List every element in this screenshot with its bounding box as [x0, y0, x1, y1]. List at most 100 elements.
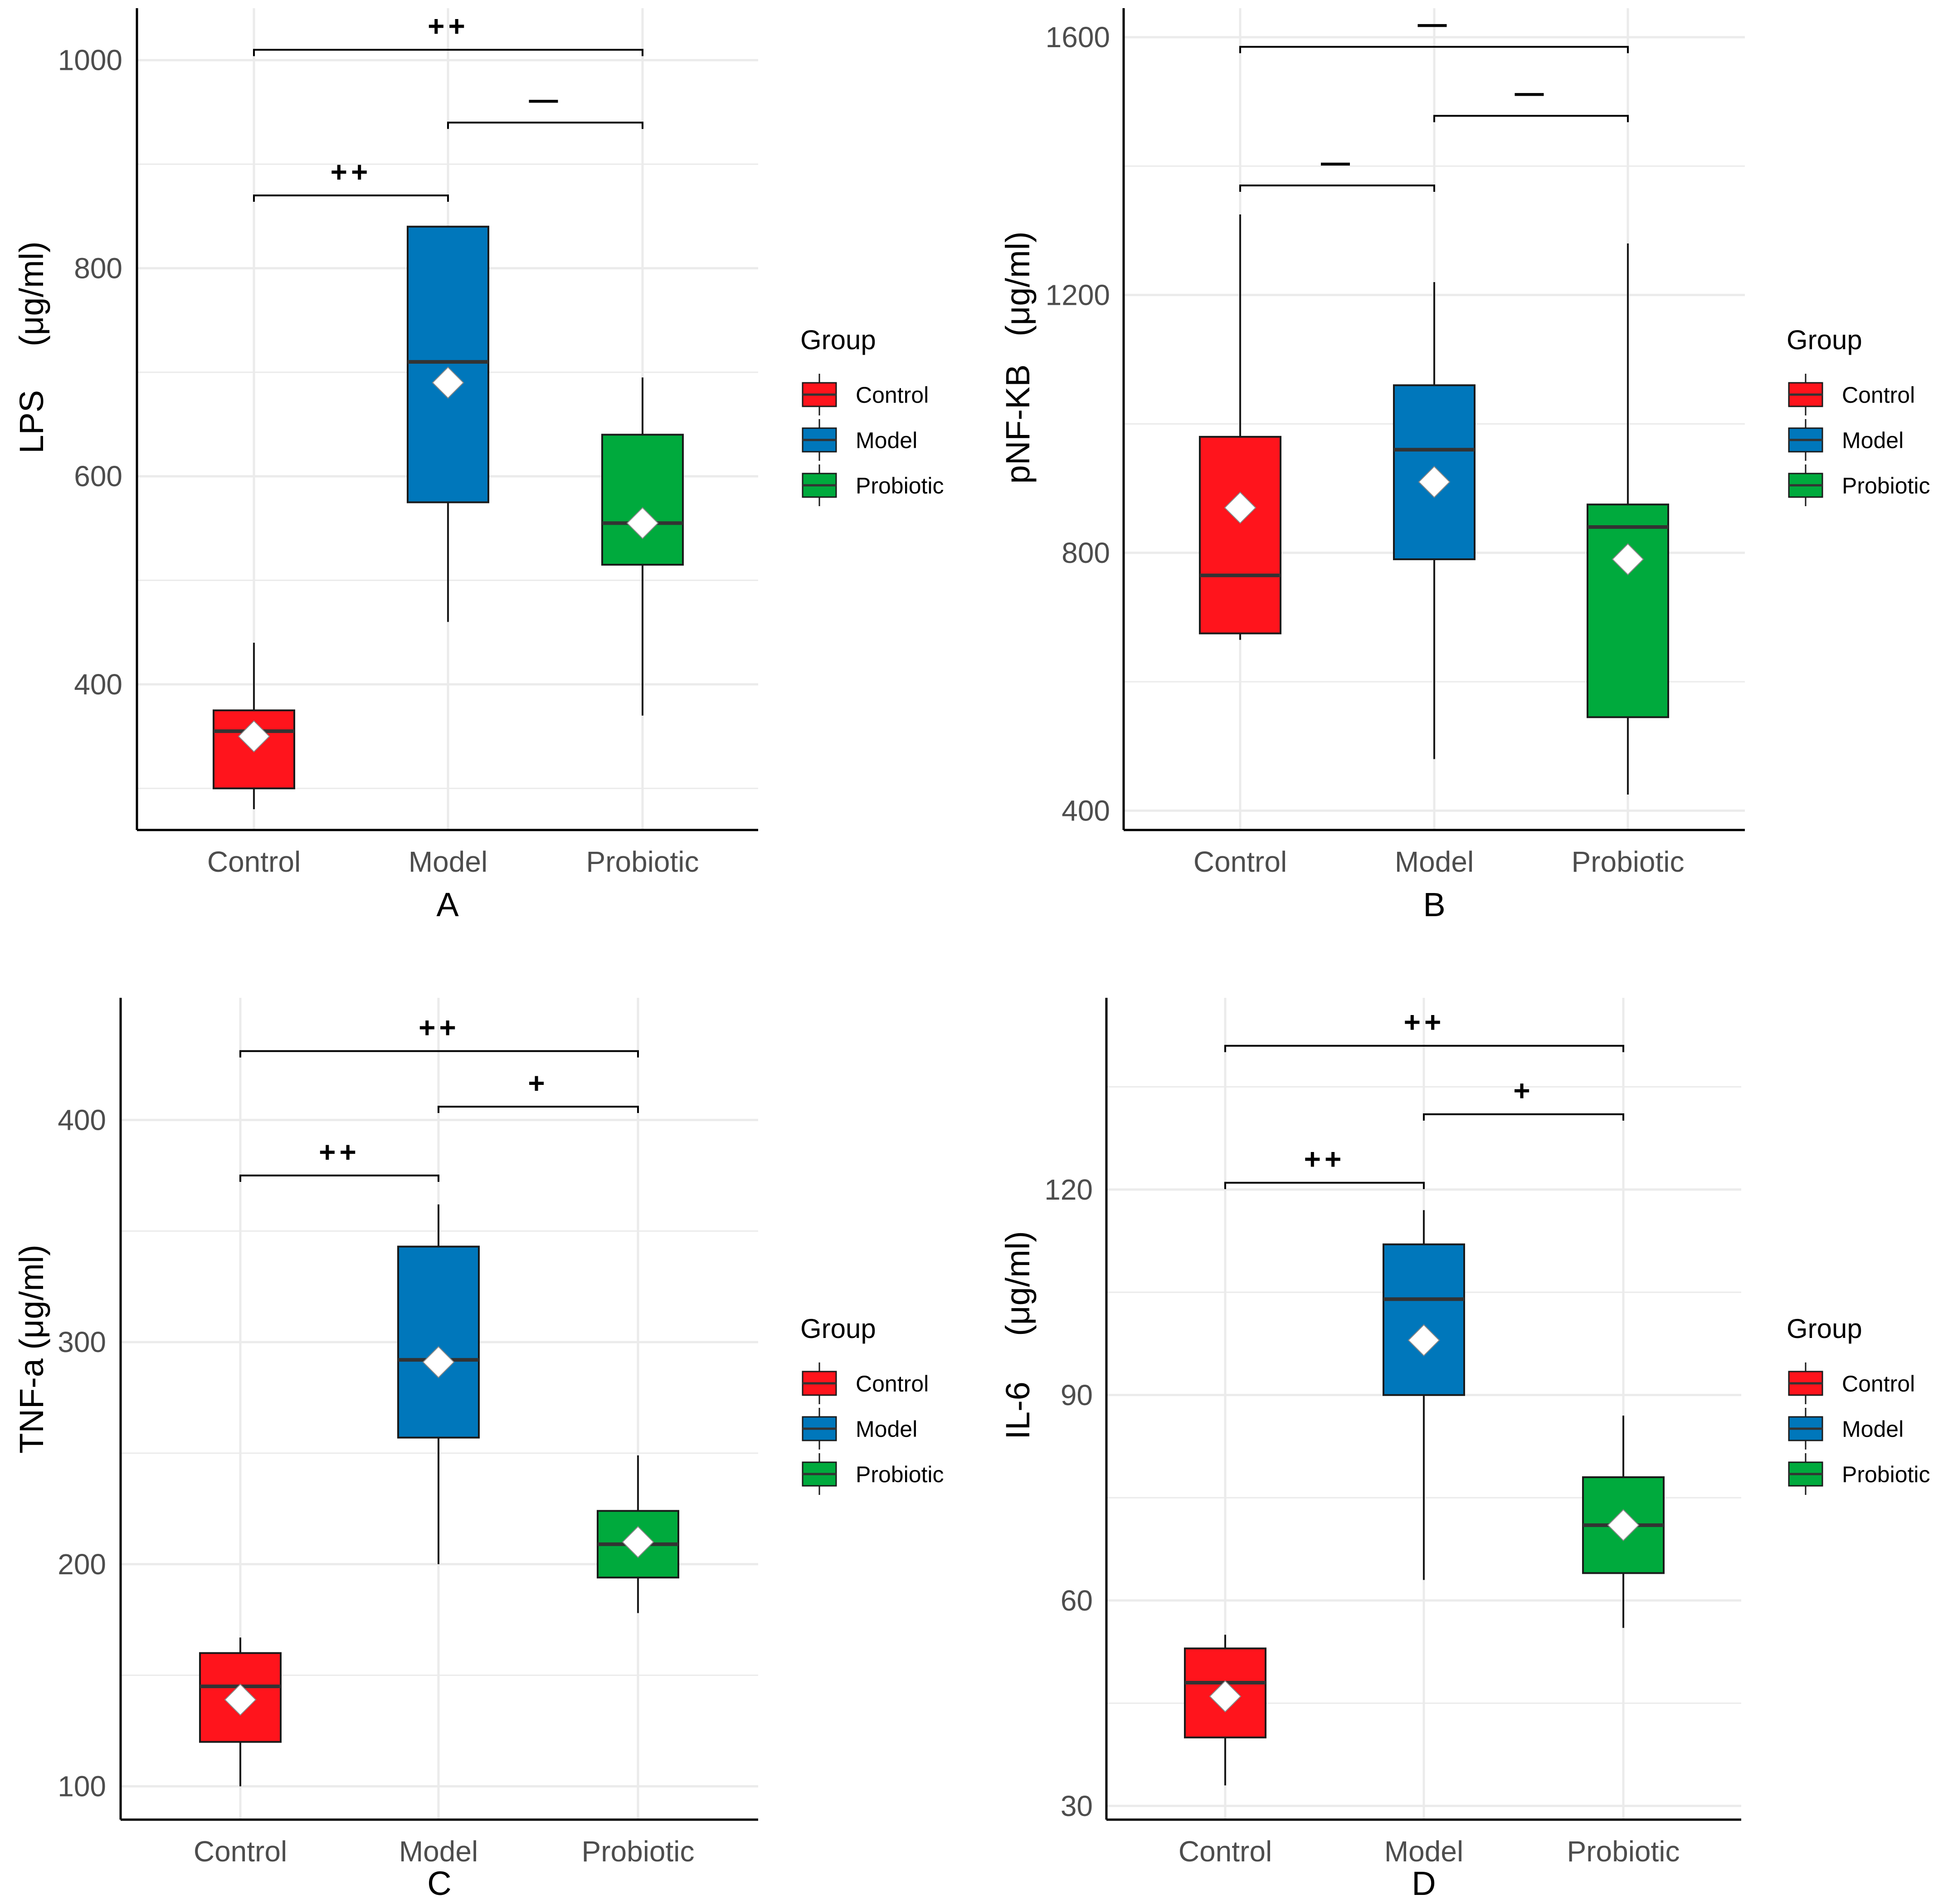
legend-title: Group	[1787, 1313, 1862, 1344]
box-body	[1587, 503, 1669, 718]
legend-item-control: Control	[802, 374, 929, 415]
bracket-line	[1433, 115, 1629, 122]
bracket-line	[1224, 1181, 1425, 1189]
legend-item-model: Model	[1788, 419, 1904, 461]
significance-label: ++	[419, 1011, 460, 1044]
y-tick-label: 120	[1044, 1173, 1093, 1206]
significance-bracket: ++	[253, 10, 643, 56]
y-axis-unit: (μg/ml)	[13, 241, 50, 347]
box-control	[213, 643, 295, 810]
panel-label: D	[1412, 1865, 1436, 1902]
box-probiotic	[1587, 243, 1669, 795]
legend-label: Control	[856, 382, 929, 408]
legend-item-probiotic: Probiotic	[1788, 1453, 1930, 1495]
mean-marker	[224, 1684, 257, 1716]
panel-a: 400 600 800 1000 Control Model Probiotic LPS (μg…	[13, 8, 944, 923]
bracket-line	[253, 194, 449, 202]
significance-label: ++	[319, 1136, 360, 1168]
box-probiotic	[1582, 1416, 1665, 1628]
mean-marker	[238, 720, 270, 752]
bracket-line	[253, 49, 643, 56]
significance-bracket: +	[1423, 1074, 1624, 1121]
significance-bracket: ++	[253, 156, 449, 202]
panel-label: A	[436, 886, 459, 923]
y-axis-label: IL-6	[999, 1382, 1037, 1440]
y-axis-unit: (μg/ml)	[13, 1245, 50, 1350]
significance-label: —	[1321, 146, 1354, 178]
x-tick-label: Probiotic	[586, 845, 699, 878]
legend: Group Control Model Probiotic	[1787, 325, 1930, 506]
panel-b: 400 800 1200 1600 Control Model Probiotic pNF-K…	[999, 7, 1930, 923]
bracket-line	[239, 1050, 639, 1058]
mean-marker	[1418, 466, 1451, 498]
legend: Group Control Model Probiotic	[800, 325, 944, 506]
x-tick-label: Control	[207, 845, 301, 878]
x-tick-label: Model	[1395, 845, 1474, 878]
y-tick-label: 1000	[58, 44, 122, 77]
legend-item-control: Control	[802, 1362, 929, 1404]
significance-label: ++	[331, 156, 372, 188]
y-tick-label: 300	[58, 1326, 106, 1358]
significance-label: —	[1515, 76, 1548, 108]
legend-label: Model	[856, 428, 917, 453]
y-tick-label: 1200	[1046, 278, 1110, 311]
significance-label: ++	[428, 10, 469, 43]
y-tick-label: 1600	[1046, 21, 1110, 54]
panel-d: 30 60 90 120 Control Model Probiotic IL-6 (μg/ml…	[999, 998, 1930, 1902]
y-tick-label: 60	[1061, 1584, 1093, 1617]
legend-label: Control	[1842, 1371, 1915, 1396]
y-tick-label: 800	[74, 252, 122, 284]
legend-label: Probiotic	[1842, 473, 1930, 498]
x-tick-label: Model	[1384, 1835, 1463, 1868]
y-tick-label: 800	[1062, 537, 1110, 569]
y-tick-label: 600	[74, 460, 122, 493]
significance-bracket: ++	[1224, 1143, 1425, 1189]
bracket-line	[438, 1105, 639, 1113]
panel-label: B	[1423, 886, 1445, 923]
y-axis-unit: (μg/ml)	[999, 231, 1037, 337]
bracket-line	[447, 122, 643, 129]
significance-label: ++	[1404, 1006, 1445, 1039]
box-model	[397, 1204, 480, 1564]
mean-marker	[1607, 1509, 1640, 1542]
box-model	[1393, 282, 1476, 759]
significance-label: +	[1513, 1074, 1534, 1107]
y-tick-label: 30	[1061, 1790, 1093, 1822]
box-body	[407, 225, 489, 503]
mean-marker	[1612, 543, 1644, 576]
box-model	[1383, 1210, 1465, 1580]
legend-item-control: Control	[1788, 374, 1915, 415]
legend-title: Group	[800, 1313, 876, 1344]
x-tick-label: Probiotic	[1572, 845, 1685, 878]
box-control	[1199, 214, 1281, 640]
significance-bracket: ++	[1224, 1006, 1624, 1052]
significance-label: —	[1418, 7, 1451, 39]
box-probiotic	[601, 377, 684, 716]
y-tick-label: 90	[1061, 1379, 1093, 1411]
y-tick-label: 400	[74, 668, 122, 701]
significance-label: —	[529, 83, 562, 115]
box-control	[1184, 1635, 1266, 1786]
legend-item-probiotic: Probiotic	[802, 464, 944, 506]
significance-bracket: —	[1239, 146, 1435, 192]
legend-item-model: Model	[1788, 1408, 1904, 1450]
legend-label: Model	[1842, 428, 1904, 453]
significance-bracket: ++	[239, 1011, 639, 1058]
box-body	[601, 434, 684, 566]
x-tick-label: Probiotic	[582, 1835, 695, 1868]
box-model	[407, 225, 489, 622]
mean-marker	[1224, 491, 1256, 524]
bracket-line	[239, 1174, 439, 1182]
y-axis-label: LPS	[13, 390, 50, 454]
legend-label: Probiotic	[856, 473, 944, 498]
x-tick-label: Probiotic	[1567, 1835, 1680, 1868]
mean-marker	[622, 1526, 654, 1558]
legend-item-probiotic: Probiotic	[1788, 464, 1930, 506]
legend-title: Group	[1787, 325, 1862, 355]
x-tick-label: Control	[1193, 845, 1287, 878]
y-tick-label: 100	[58, 1770, 106, 1803]
legend-item-model: Model	[802, 1408, 917, 1450]
legend-label: Model	[1842, 1416, 1904, 1442]
mean-marker	[432, 366, 464, 399]
